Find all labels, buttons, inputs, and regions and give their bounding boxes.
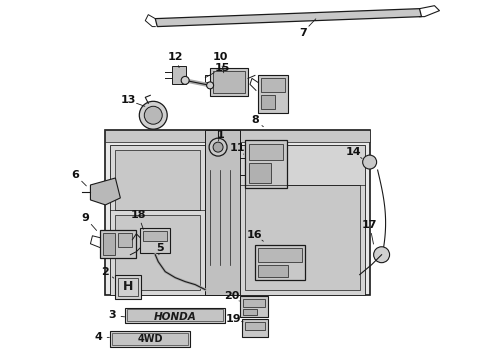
Polygon shape [105,130,369,294]
Text: 6: 6 [72,170,79,180]
Bar [258,265,288,276]
Bar [242,319,268,337]
Polygon shape [245,185,360,289]
Text: 5: 5 [156,243,164,253]
Text: 10: 10 [212,53,228,63]
Bar [140,228,170,253]
Circle shape [139,101,167,129]
Circle shape [213,142,223,152]
Polygon shape [91,178,121,205]
Circle shape [144,106,162,124]
Text: 13: 13 [121,95,136,105]
Bar [127,310,223,321]
Text: 17: 17 [362,220,377,230]
Text: 9: 9 [81,213,89,223]
Circle shape [363,155,377,169]
Bar [243,309,257,315]
Text: HONDA: HONDA [154,312,196,323]
Bar [115,275,141,298]
Text: 2: 2 [101,267,109,276]
Bar [249,144,283,160]
Text: 4WD: 4WD [138,334,163,345]
Polygon shape [115,215,200,289]
Bar [143,231,167,241]
Bar [245,140,287,188]
Polygon shape [240,145,365,294]
Text: 7: 7 [299,28,307,37]
Text: H: H [123,280,133,293]
Bar [119,233,132,247]
Polygon shape [155,9,421,27]
Bar [110,332,190,347]
Text: 4: 4 [95,332,102,342]
Bar [243,298,265,306]
Bar [240,296,268,318]
Bar [210,68,248,96]
Circle shape [374,247,390,263]
Polygon shape [110,145,205,294]
Text: 8: 8 [251,115,259,125]
Text: 18: 18 [130,210,146,220]
Polygon shape [105,130,369,142]
Circle shape [207,82,214,89]
Bar [249,163,271,183]
Bar [261,78,285,92]
Bar [100,230,136,258]
Bar [125,307,225,323]
Text: 15: 15 [215,63,230,73]
Bar [112,333,188,345]
Text: 3: 3 [109,310,116,320]
Bar [258,248,302,262]
Bar [245,323,265,330]
Polygon shape [205,130,240,294]
Bar [172,67,186,84]
Polygon shape [115,150,200,210]
Circle shape [209,138,227,156]
Text: 12: 12 [168,53,183,63]
Bar [213,71,245,93]
Text: 1: 1 [216,130,224,140]
Bar [255,245,305,280]
Text: 14: 14 [346,147,362,157]
Bar [261,95,275,109]
Bar [103,233,115,255]
Bar [258,75,288,113]
Text: 16: 16 [247,230,263,240]
Text: 19: 19 [225,314,241,324]
Bar [119,278,138,296]
Circle shape [181,76,189,84]
Text: 20: 20 [224,291,240,301]
Text: 11: 11 [229,143,245,153]
